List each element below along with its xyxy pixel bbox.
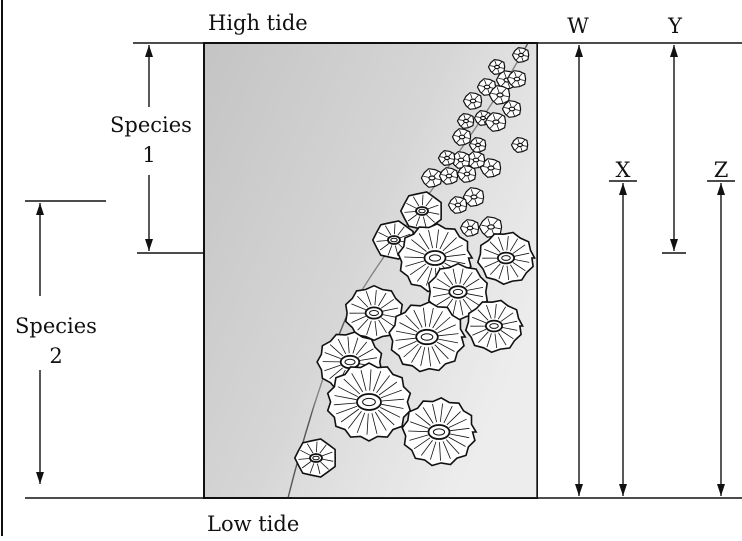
range-W-head-top: [575, 45, 583, 57]
range-X-head-top: [619, 183, 627, 195]
label-Y: Y: [667, 14, 683, 38]
high-tide-label: High tide: [208, 11, 308, 35]
species1-arrowhead-up: [145, 45, 153, 57]
species1-number: 1: [142, 143, 155, 167]
range-Y-head-top: [670, 45, 678, 57]
range-W-head-bottom: [575, 484, 583, 496]
label-Z: Z: [714, 158, 729, 182]
barnacle-icon: [295, 439, 335, 477]
range-X-head-bottom: [619, 484, 627, 496]
species2-label: Species: [15, 314, 97, 338]
species2-arrowhead-up: [36, 203, 44, 215]
label-W: W: [567, 14, 589, 38]
low-tide-label: Low tide: [207, 512, 299, 536]
species2-arrowhead-down: [36, 472, 44, 484]
label-X: X: [616, 158, 631, 182]
range-Z-head-bottom: [717, 484, 725, 496]
range-Z-head-top: [717, 183, 725, 195]
species1-arrowhead-down: [145, 239, 153, 251]
species2-number: 2: [49, 344, 62, 368]
species1-label: Species: [110, 113, 192, 137]
range-Y-head-bottom: [670, 239, 678, 251]
